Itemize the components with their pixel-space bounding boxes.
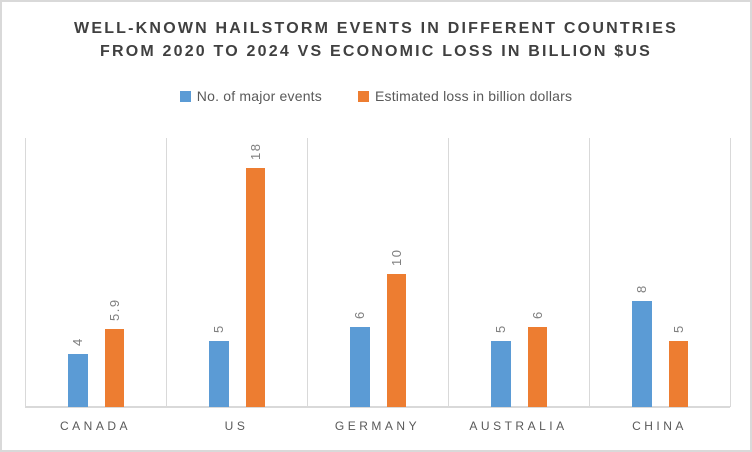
gridline — [729, 138, 731, 407]
bar-events-china — [631, 301, 652, 407]
value-label-text: 5.9 — [106, 298, 122, 321]
legend-label-loss: Estimated loss in billion dollars — [374, 88, 573, 104]
bar-events-canada — [67, 354, 88, 407]
category-label-us: US — [224, 419, 249, 433]
legend-item-loss: Estimated loss in billion dollars — [357, 88, 573, 104]
gridline — [306, 138, 308, 407]
bar-loss-germany — [387, 274, 406, 407]
value-label-text: 5 — [492, 324, 508, 333]
value-label-text: 8 — [633, 284, 649, 293]
chart-title: WELL-KNOWN HAILSTORM EVENTS IN DIFFERENT… — [2, 17, 750, 63]
value-label-text: 6 — [351, 310, 367, 319]
gridline — [24, 138, 26, 407]
chart-title-line2: FROM 2020 TO 2024 VS ECONOMIC LOSS IN BI… — [99, 43, 653, 60]
bar-events-germany — [349, 327, 370, 407]
bar-loss-canada — [105, 329, 124, 407]
value-label-text: 5 — [210, 324, 226, 333]
value-label-text: 18 — [247, 142, 263, 160]
legend-item-events: No. of major events — [179, 88, 322, 104]
gridline — [588, 138, 590, 407]
category-label-china: CHINA — [632, 419, 687, 433]
value-label-text: 10 — [388, 248, 404, 266]
legend-swatch-loss-icon — [357, 90, 369, 102]
x-axis-line — [25, 406, 730, 408]
gridline — [447, 138, 449, 407]
legend-swatch-events-icon — [179, 90, 191, 102]
category-label-germany: GERMANY — [334, 419, 421, 433]
bar-events-us — [208, 341, 229, 407]
value-label-text: 4 — [69, 337, 85, 346]
value-label-text: 5 — [670, 324, 686, 333]
gridline — [165, 138, 167, 407]
bar-loss-us — [246, 168, 265, 407]
legend: No. of major events Estimated loss in bi… — [2, 88, 750, 104]
bar-loss-china — [669, 341, 688, 407]
legend-label-events: No. of major events — [196, 88, 322, 104]
category-label-canada: CANADA — [59, 419, 131, 433]
value-label-text: 6 — [529, 310, 545, 319]
bar-events-australia — [490, 341, 511, 407]
bar-loss-australia — [528, 327, 547, 407]
chart-title-line1: WELL-KNOWN HAILSTORM EVENTS IN DIFFERENT… — [74, 20, 678, 37]
category-label-australia: AUSTRALIA — [469, 419, 568, 433]
